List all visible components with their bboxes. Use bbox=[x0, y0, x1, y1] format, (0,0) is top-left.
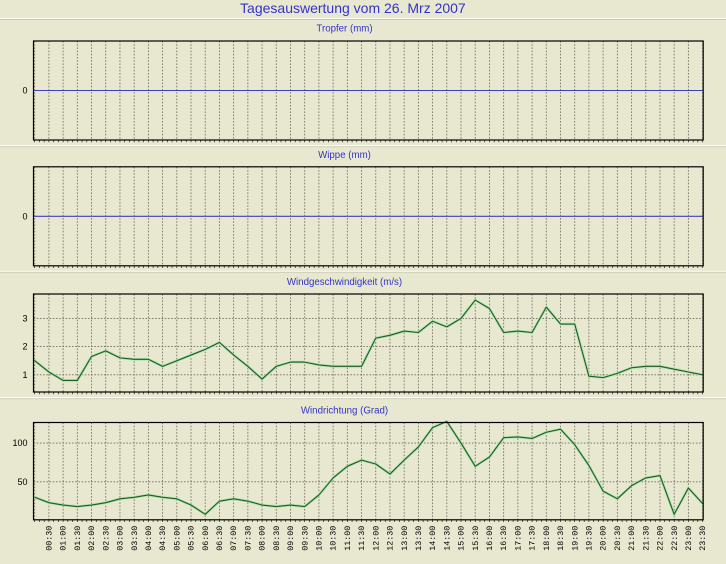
svg-text:11:00: 11:00 bbox=[344, 526, 353, 551]
svg-text:09:30: 09:30 bbox=[301, 526, 310, 551]
svg-text:15:00: 15:00 bbox=[458, 526, 467, 551]
svg-text:18:00: 18:00 bbox=[543, 526, 552, 551]
svg-text:11:30: 11:30 bbox=[358, 526, 367, 551]
svg-text:Wippe (mm): Wippe (mm) bbox=[318, 150, 371, 161]
svg-text:13:00: 13:00 bbox=[401, 526, 410, 551]
svg-text:23:30: 23:30 bbox=[699, 526, 708, 551]
svg-text:06:30: 06:30 bbox=[216, 526, 225, 551]
svg-text:05:30: 05:30 bbox=[188, 526, 197, 551]
svg-text:Tropfer (mm): Tropfer (mm) bbox=[316, 24, 372, 35]
svg-text:04:30: 04:30 bbox=[159, 526, 168, 551]
svg-text:01:30: 01:30 bbox=[74, 526, 83, 551]
svg-text:14:30: 14:30 bbox=[443, 526, 452, 551]
svg-text:20:30: 20:30 bbox=[614, 526, 623, 551]
svg-text:14:00: 14:00 bbox=[429, 526, 438, 551]
svg-text:21:00: 21:00 bbox=[628, 526, 637, 551]
svg-text:17:00: 17:00 bbox=[514, 526, 523, 551]
svg-text:05:00: 05:00 bbox=[173, 526, 182, 551]
svg-text:02:30: 02:30 bbox=[102, 526, 111, 551]
svg-text:22:00: 22:00 bbox=[657, 526, 666, 551]
svg-text:3: 3 bbox=[22, 313, 27, 323]
svg-text:01:00: 01:00 bbox=[60, 526, 69, 551]
svg-text:2: 2 bbox=[22, 342, 27, 352]
svg-text:19:00: 19:00 bbox=[571, 526, 580, 551]
svg-text:19:30: 19:30 bbox=[586, 526, 595, 551]
svg-text:Windgeschwindigkeit (m/s): Windgeschwindigkeit (m/s) bbox=[287, 277, 402, 288]
svg-text:07:30: 07:30 bbox=[244, 526, 253, 551]
svg-text:50: 50 bbox=[17, 477, 27, 487]
svg-text:02:00: 02:00 bbox=[88, 526, 97, 551]
svg-text:00:30: 00:30 bbox=[46, 526, 55, 551]
svg-text:100: 100 bbox=[12, 438, 27, 448]
svg-text:10:30: 10:30 bbox=[330, 526, 339, 551]
svg-text:06:00: 06:00 bbox=[202, 526, 211, 551]
svg-text:23:00: 23:00 bbox=[685, 526, 694, 551]
svg-text:09:00: 09:00 bbox=[287, 526, 296, 551]
svg-text:12:00: 12:00 bbox=[372, 526, 381, 551]
svg-text:Windrichtung (Grad): Windrichtung (Grad) bbox=[301, 406, 388, 417]
svg-text:03:30: 03:30 bbox=[131, 526, 140, 551]
svg-text:0: 0 bbox=[22, 86, 27, 96]
svg-text:12:30: 12:30 bbox=[387, 526, 396, 551]
svg-text:21:30: 21:30 bbox=[642, 526, 651, 551]
svg-text:07:00: 07:00 bbox=[230, 526, 239, 551]
svg-text:17:30: 17:30 bbox=[529, 526, 538, 551]
svg-text:08:30: 08:30 bbox=[273, 526, 282, 551]
svg-text:04:00: 04:00 bbox=[145, 526, 154, 551]
svg-text:16:30: 16:30 bbox=[500, 526, 509, 551]
svg-text:10:00: 10:00 bbox=[316, 526, 325, 551]
svg-text:13:30: 13:30 bbox=[415, 526, 424, 551]
svg-text:08:00: 08:00 bbox=[259, 526, 268, 551]
svg-text:Tagesauswertung vom 26. Mrz 20: Tagesauswertung vom 26. Mrz 2007 bbox=[240, 0, 466, 16]
svg-text:20:00: 20:00 bbox=[600, 526, 609, 551]
svg-text:1: 1 bbox=[22, 370, 27, 380]
svg-text:0: 0 bbox=[22, 211, 27, 221]
svg-text:15:30: 15:30 bbox=[472, 526, 481, 551]
svg-text:03:00: 03:00 bbox=[117, 526, 126, 551]
svg-text:16:00: 16:00 bbox=[486, 526, 495, 551]
svg-text:18:30: 18:30 bbox=[557, 526, 566, 551]
svg-text:22:30: 22:30 bbox=[671, 526, 680, 551]
